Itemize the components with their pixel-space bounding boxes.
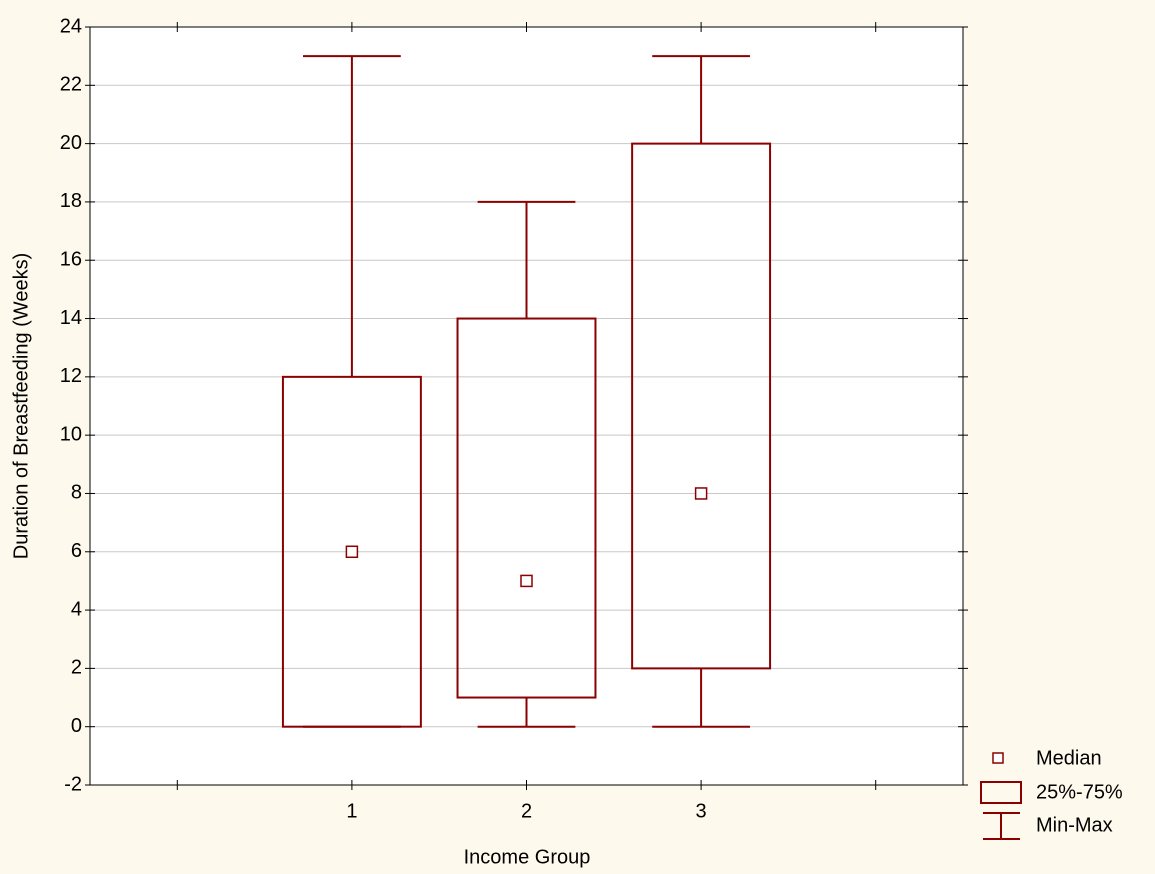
plot-area — [90, 27, 963, 785]
x-tick-label: 3 — [696, 800, 707, 822]
y-axis-label: Duration of Breastfeeding (Weeks) — [10, 253, 32, 559]
median-marker — [345, 545, 359, 559]
legend-median-icon — [992, 752, 1004, 764]
box — [456, 317, 597, 699]
legend-label: Median — [1036, 747, 1102, 769]
legend-label: Min-Max — [1036, 814, 1113, 836]
y-tick-label: 6 — [71, 540, 82, 562]
x-tick-label: 2 — [521, 800, 532, 822]
y-tick-label: 8 — [71, 482, 82, 504]
median-marker — [694, 487, 708, 500]
y-tick-label: 0 — [71, 715, 82, 737]
x-axis-label: Income Group — [464, 846, 591, 868]
y-tick-label: -2 — [64, 773, 82, 795]
y-tick-label: 22 — [60, 74, 82, 96]
y-tick-label: 18 — [60, 190, 82, 212]
box — [631, 142, 772, 670]
legend-label: 25%-75% — [1036, 781, 1123, 803]
y-tick-label: 2 — [71, 657, 82, 679]
y-tick-label: 24 — [60, 15, 82, 37]
y-tick-label: 10 — [60, 423, 82, 445]
box — [281, 375, 422, 728]
median-marker — [520, 574, 533, 588]
y-tick-label: 14 — [60, 307, 82, 329]
y-tick-label: 4 — [71, 598, 82, 620]
legend-box-icon — [980, 781, 1022, 804]
y-tick-label: 20 — [60, 132, 82, 154]
x-tick-label: 1 — [346, 800, 357, 822]
y-tick-label: 16 — [60, 249, 82, 271]
y-tick-label: 12 — [60, 365, 82, 387]
